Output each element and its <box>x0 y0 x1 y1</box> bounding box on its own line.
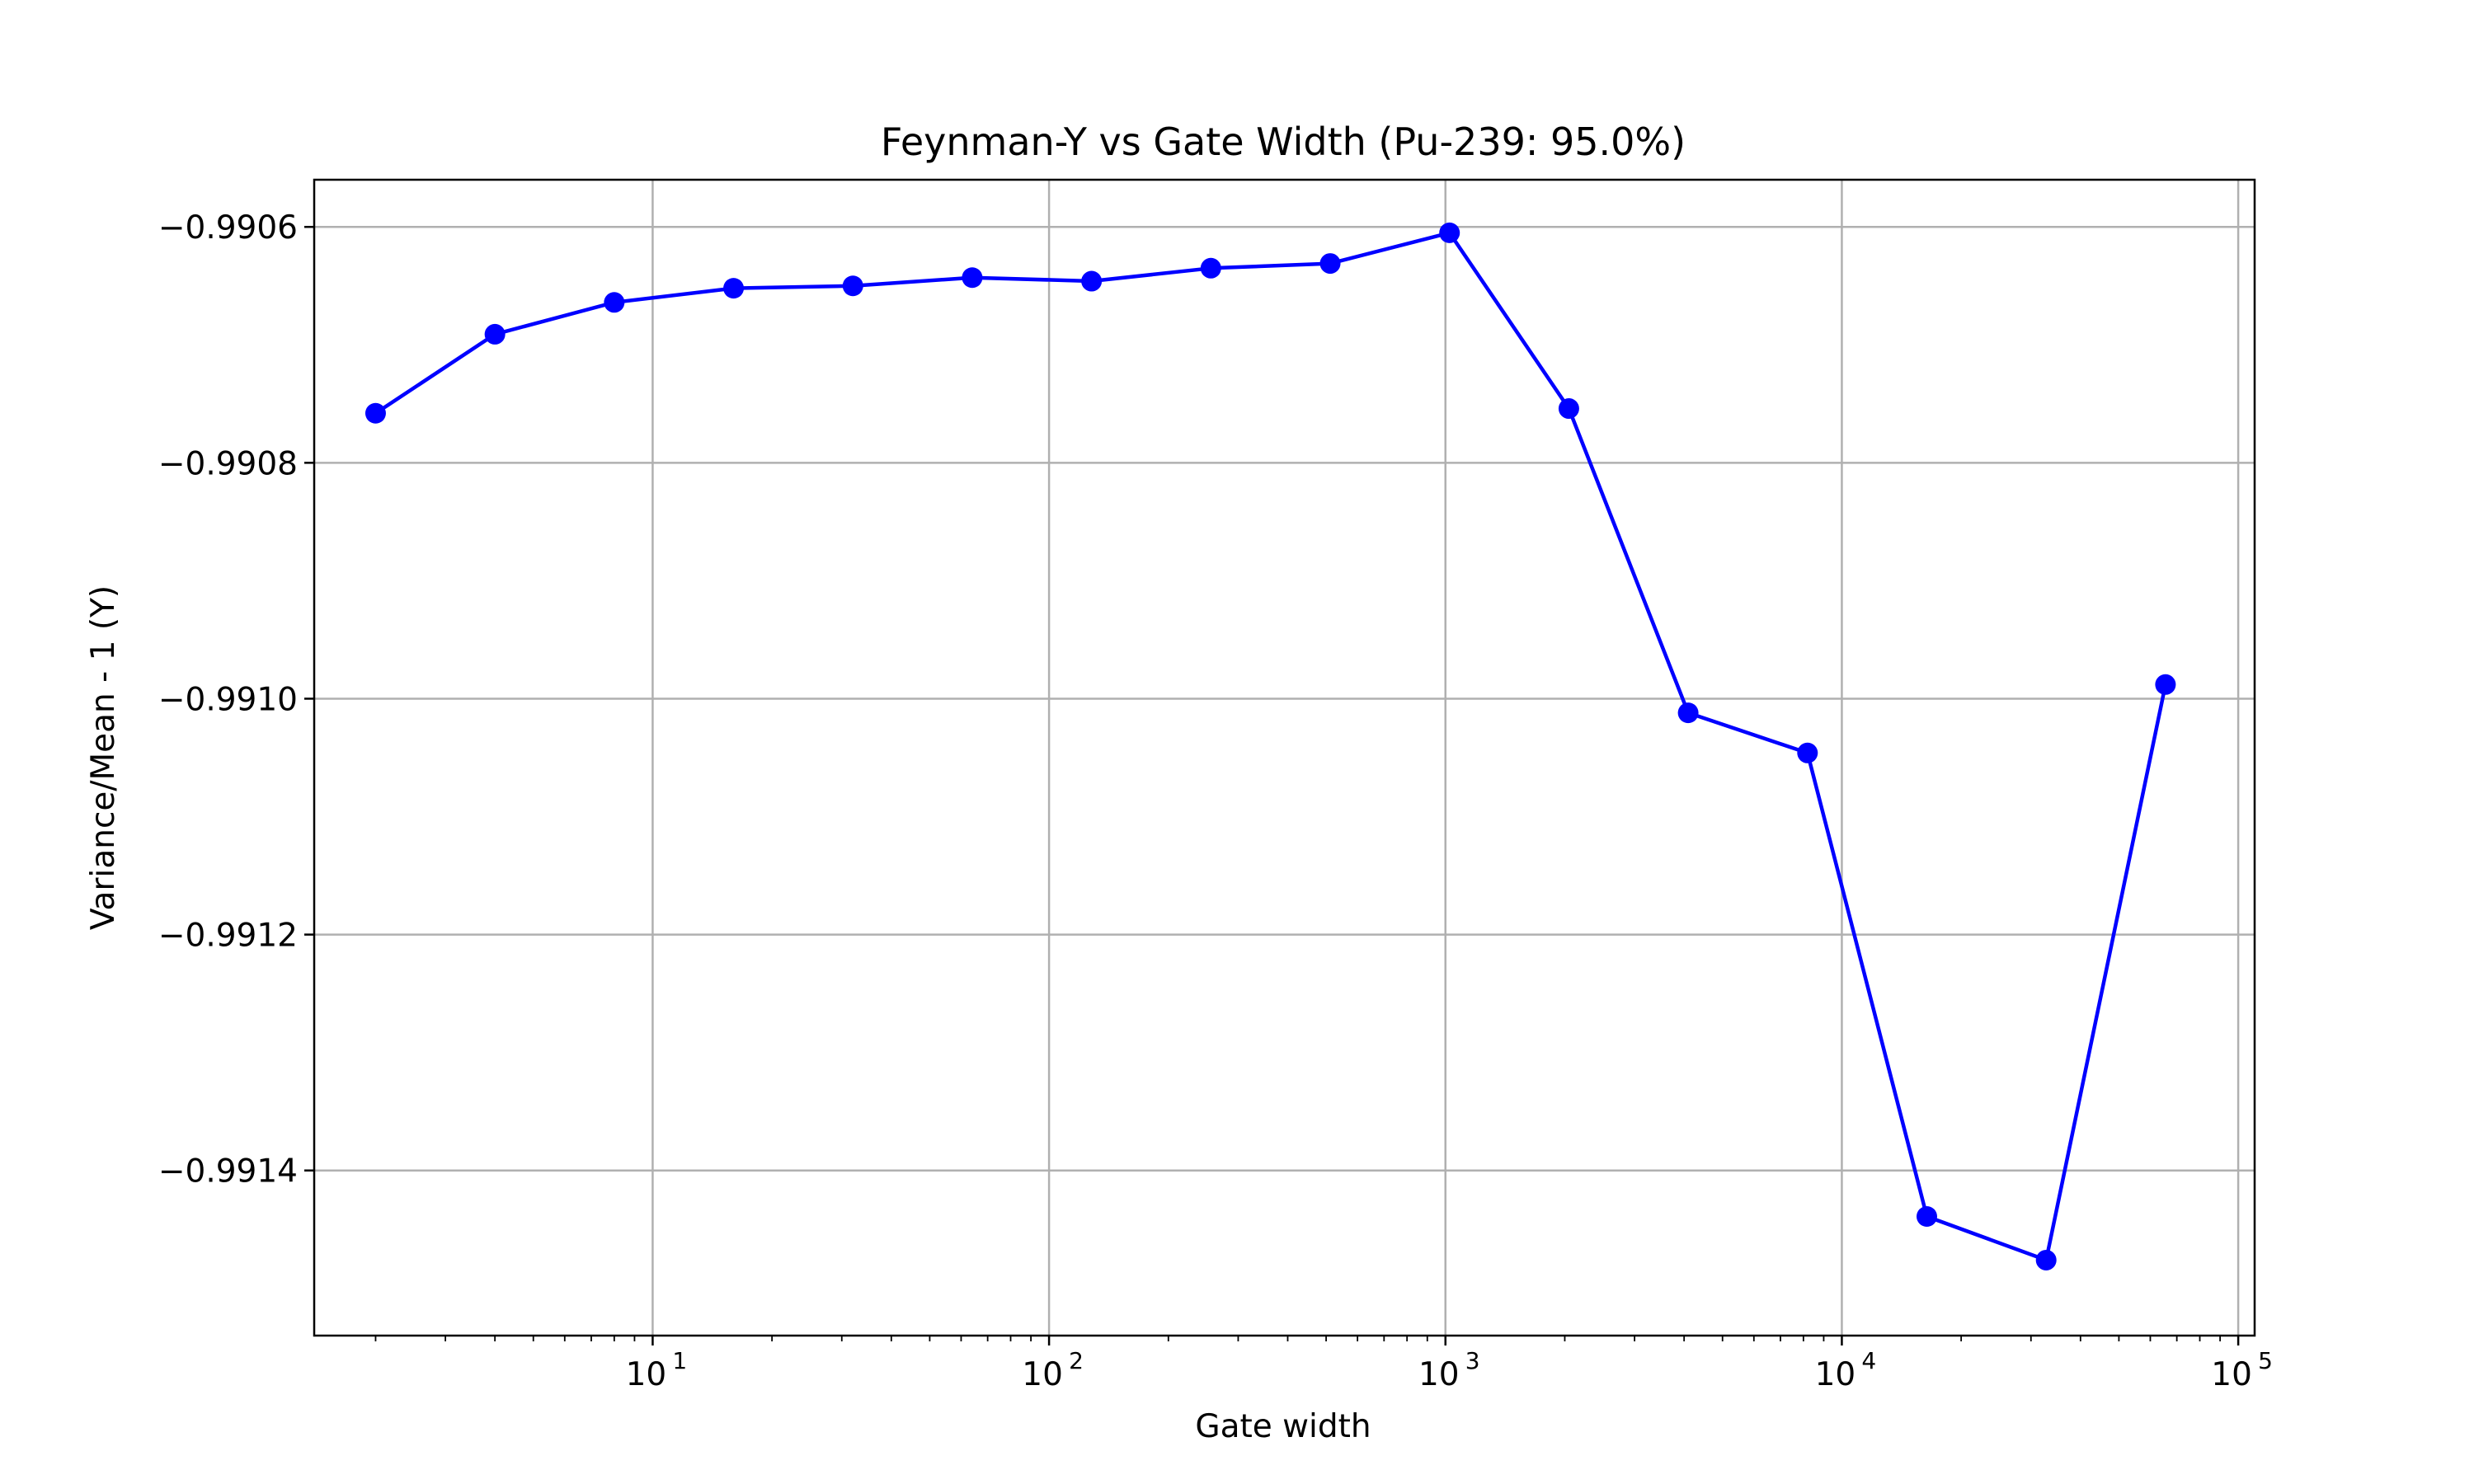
x-tick-exponent: 5 <box>2258 1347 2273 1374</box>
chart-title: Feynman-Y vs Gate Width (Pu-239: 95.0%) <box>881 120 1686 164</box>
x-tick-label: 10 <box>626 1356 667 1393</box>
x-tick-label: 10 <box>1815 1356 1856 1393</box>
series-line <box>374 231 2168 1262</box>
plot-layer <box>365 222 2176 1270</box>
x-tick-exponent: 1 <box>672 1347 687 1374</box>
data-point <box>723 278 745 299</box>
data-point <box>365 402 386 424</box>
y-tick-label: −0.9906 <box>158 209 298 247</box>
data-point <box>2035 1249 2057 1270</box>
data-point <box>1200 257 1221 279</box>
data-point <box>842 275 863 297</box>
y-tick-label: −0.9914 <box>158 1153 298 1190</box>
y-tick-label: −0.9908 <box>158 445 298 482</box>
x-tick-exponent: 4 <box>1861 1347 1876 1374</box>
data-point <box>604 292 625 313</box>
data-point <box>1677 702 1699 724</box>
data-point <box>1797 742 1818 763</box>
x-tick-exponent: 3 <box>1465 1347 1480 1374</box>
data-point <box>962 267 983 289</box>
data-point <box>1439 222 1460 243</box>
y-tick-label: −0.9912 <box>158 918 298 955</box>
x-tick-label: 10 <box>2211 1356 2252 1393</box>
x-tick-exponent: 2 <box>1069 1347 1084 1374</box>
x-tick-label: 10 <box>1418 1356 1460 1393</box>
plot-frame <box>313 178 2256 1337</box>
data-point <box>2155 674 2176 695</box>
data-point <box>1558 398 1579 420</box>
data-point <box>484 323 506 345</box>
y-axis-label: Variance/Mean - 1 (Y) <box>85 585 122 930</box>
data-point <box>1081 270 1103 292</box>
grid-layer <box>314 180 2255 1336</box>
x-axis-label: Gate width <box>1195 1408 1371 1445</box>
y-tick-label: −0.9910 <box>158 681 298 718</box>
x-tick-label: 10 <box>1022 1356 1063 1393</box>
data-point <box>1917 1206 1938 1228</box>
data-point <box>1319 253 1341 275</box>
